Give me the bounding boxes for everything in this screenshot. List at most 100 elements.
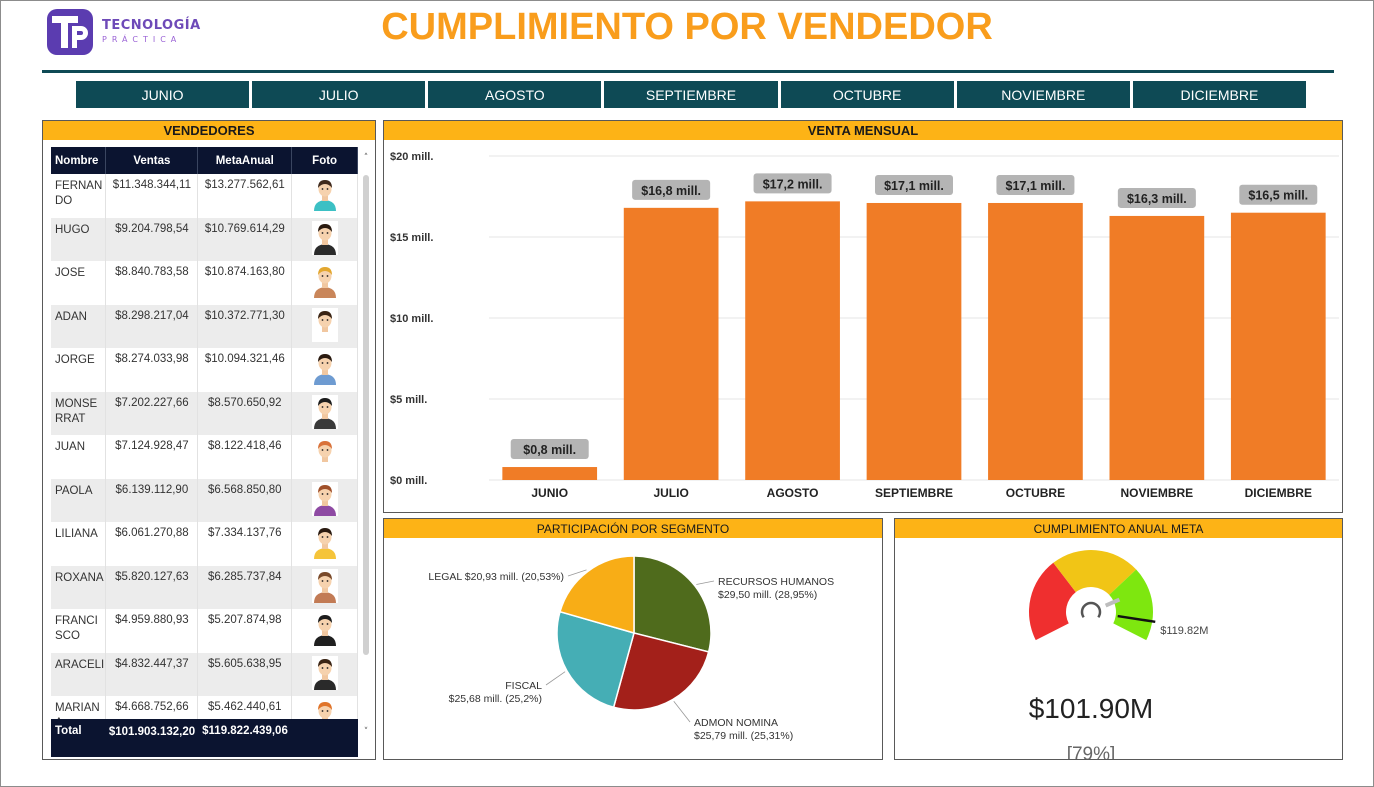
scroll-up-icon[interactable]: ˄ bbox=[363, 153, 369, 163]
tab-septiembre[interactable]: SEPTIEMBRE bbox=[604, 81, 778, 108]
data-label-bg bbox=[1117, 187, 1196, 208]
cell-nombre: FRANCISCO bbox=[51, 609, 107, 653]
data-label-bg bbox=[510, 439, 589, 460]
cell-foto bbox=[291, 261, 358, 305]
bar-diciembre[interactable] bbox=[1230, 212, 1326, 480]
y-tick-label: $10 mill. bbox=[390, 313, 433, 325]
table-row[interactable]: PAOLA $6.139.112,90 $6.568.850,80 bbox=[51, 478, 358, 522]
cell-foto bbox=[291, 304, 358, 348]
gauge-hub bbox=[1067, 588, 1115, 636]
pie-label-name: FISCAL bbox=[505, 680, 542, 692]
cell-foto bbox=[291, 522, 358, 566]
cell-ventas: $11.348.344,11 bbox=[105, 174, 199, 218]
tab-agosto[interactable]: AGOSTO bbox=[428, 81, 602, 108]
pie-label-name: RECURSOS HUMANOS bbox=[718, 576, 834, 588]
table-row[interactable]: LILIANA $6.061.270,88 $7.334.137,76 bbox=[51, 522, 358, 566]
col-meta-header[interactable]: MetaAnual bbox=[197, 147, 293, 174]
pie-slice[interactable] bbox=[633, 555, 712, 653]
vendedores-table-viewport[interactable]: Nombre▼ Ventas MetaAnual Foto FERNANDO$1… bbox=[51, 147, 358, 757]
cumplimiento-gauge: $119.82M $101.90M [79%] bbox=[1029, 550, 1208, 765]
table-row[interactable]: FRANCISCO $4.959.880,93 $5.207.874,98 bbox=[51, 609, 358, 653]
table-scrollbar[interactable]: ˄ ˅ bbox=[361, 147, 371, 757]
gauge-band-yellow bbox=[1053, 550, 1137, 595]
data-label: $16,5 mill. bbox=[1248, 189, 1308, 203]
table-row[interactable]: JUAN $7.124.928,47 $8.122.418,46 bbox=[51, 435, 358, 479]
data-label: $16,3 mill. bbox=[1127, 192, 1187, 206]
total-label: Total bbox=[55, 725, 82, 737]
table-row[interactable]: ROXANA $5.820.127,63 $6.285.737,84 bbox=[51, 565, 358, 609]
tab-junio[interactable]: JUNIO bbox=[76, 81, 250, 108]
table-row[interactable]: ARACELI $4.832.447,37 $5.605.638,95 bbox=[51, 652, 358, 696]
tab-diciembre[interactable]: DICIEMBRE bbox=[1132, 81, 1306, 108]
cell-nombre: HUGO bbox=[51, 217, 107, 261]
data-label-bg bbox=[753, 173, 832, 194]
leader-line bbox=[545, 671, 566, 686]
x-tick-label: NOVIEMBRE bbox=[1121, 486, 1194, 500]
x-tick-label: JULIO bbox=[653, 486, 688, 500]
participacion-chart: RECURSOS HUMANOS$29,50 mill. (28,95%) ADM… bbox=[428, 555, 834, 742]
participacion-title: PARTICIPACIÓN POR SEGMENTO bbox=[384, 519, 882, 538]
pie-slice[interactable] bbox=[559, 555, 635, 634]
venta-mensual-panel: VENTA MENSUAL $0 mill. $5 mill. $10 mill. $… bbox=[383, 120, 1343, 513]
col-foto-header[interactable]: Foto bbox=[291, 147, 358, 174]
cell-meta: $8.570.650,92 bbox=[197, 391, 293, 435]
gauge-target-marker bbox=[1117, 614, 1156, 624]
tab-octubre[interactable]: OCTUBRE bbox=[780, 81, 954, 108]
table-row[interactable]: FERNANDO $11.348.344,11 $13.277.562,61 bbox=[51, 174, 358, 218]
bar-noviembre[interactable] bbox=[1109, 215, 1205, 480]
col-nombre-header[interactable]: Nombre▼ bbox=[51, 147, 119, 174]
cell-meta: $8.122.418,46 bbox=[197, 435, 293, 479]
cell-foto bbox=[291, 478, 358, 522]
gauge-hub-icon bbox=[1080, 601, 1102, 619]
cell-ventas: $5.820.127,63 bbox=[105, 565, 199, 609]
cell-ventas: $7.124.928,47 bbox=[105, 435, 199, 479]
gauge-band-green bbox=[1109, 569, 1153, 641]
table-row[interactable]: JORGE $8.274.033,98 $10.094.321,46 bbox=[51, 348, 358, 392]
cell-ventas: $4.959.880,93 bbox=[105, 609, 199, 653]
vendedores-title: VENDEDORES bbox=[43, 121, 375, 140]
vendedores-table: Nombre▼ Ventas MetaAnual Foto FERNANDO$1… bbox=[51, 147, 358, 740]
table-row[interactable]: JOSE $8.840.783,58 $10.874.163,80 bbox=[51, 261, 358, 305]
cumplimiento-panel: CUMPLIMIENTO ANUAL META $119.82M $101.90M… bbox=[894, 518, 1343, 765]
bar-septiembre[interactable] bbox=[866, 202, 962, 481]
tab-noviembre[interactable]: NOVIEMBRE bbox=[956, 81, 1130, 108]
scroll-thumb[interactable] bbox=[363, 175, 369, 655]
cell-nombre: ROXANA bbox=[51, 565, 107, 609]
table-row[interactable]: HUGO $9.204.798,54 $10.769.614,29 bbox=[51, 217, 358, 261]
bar-junio[interactable] bbox=[502, 467, 598, 480]
table-row[interactable]: ADAN $8.298.217,04 $10.372.771,30 bbox=[51, 304, 358, 348]
col-ventas-header[interactable]: Ventas bbox=[105, 147, 199, 174]
scroll-down-icon[interactable]: ˅ bbox=[363, 727, 369, 737]
cell-ventas: $8.274.033,98 bbox=[105, 348, 199, 392]
pie-slice[interactable] bbox=[612, 632, 710, 711]
logo-wordmark: TECNOLOGÍA PRÁCTICA bbox=[102, 18, 201, 44]
cell-nombre: LILIANA bbox=[51, 522, 107, 566]
avatar-man-black-icon bbox=[311, 612, 338, 647]
cell-foto bbox=[291, 565, 358, 609]
bar-octubre[interactable] bbox=[988, 202, 1083, 481]
cell-foto bbox=[291, 174, 358, 218]
data-label-bg bbox=[996, 174, 1075, 195]
table-header-row: Nombre▼ Ventas MetaAnual Foto bbox=[51, 147, 358, 174]
vendedores-panel: VENDEDORES Nombre▼ Ventas MetaAnual Foto… bbox=[42, 120, 376, 760]
gauge-target-label: $119.82M bbox=[1160, 625, 1208, 637]
cell-nombre: ARACELI bbox=[51, 652, 107, 696]
total-meta: $119.822.439,06 bbox=[202, 725, 288, 737]
bar-julio[interactable] bbox=[623, 207, 719, 480]
pie-label-value: $29,50 mill. (28,95%) bbox=[718, 589, 817, 601]
cell-nombre: JUAN bbox=[51, 435, 107, 479]
table-row[interactable]: MONSERRAT $7.202.227,66 $8.570.650,92 bbox=[51, 391, 358, 435]
tab-julio[interactable]: JULIO bbox=[252, 81, 426, 108]
pie-slice[interactable] bbox=[556, 610, 635, 709]
y-tick-label: $15 mill. bbox=[390, 232, 433, 244]
cell-ventas: $7.202.227,66 bbox=[105, 391, 199, 435]
cell-foto bbox=[291, 609, 358, 653]
avatar-woman-glasses-icon bbox=[311, 655, 338, 690]
cell-foto bbox=[291, 348, 358, 392]
cell-meta: $6.568.850,80 bbox=[197, 478, 293, 522]
logo-icon bbox=[47, 9, 93, 55]
avatar-man-redtie-icon bbox=[311, 438, 338, 473]
gauge-band-red bbox=[1029, 562, 1076, 641]
cell-meta: $10.769.614,29 bbox=[197, 217, 293, 261]
bar-agosto[interactable] bbox=[745, 201, 840, 481]
